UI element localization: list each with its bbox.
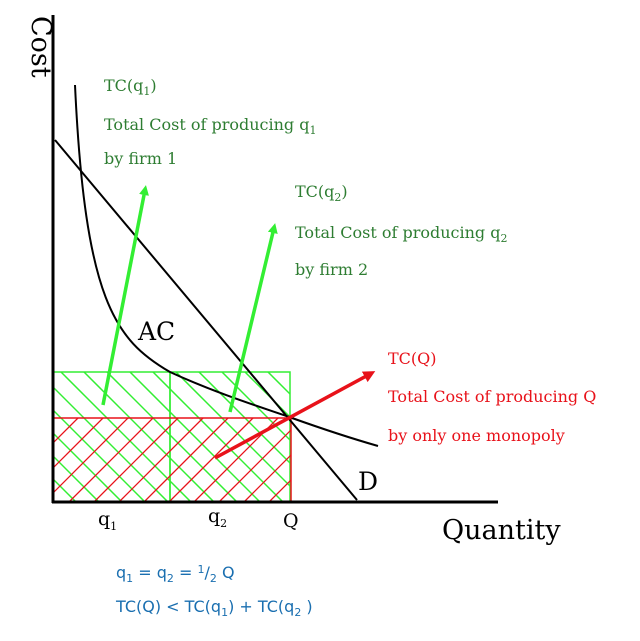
svg-text:by only one monopoly: by only one monopoly xyxy=(388,426,565,445)
green-hatch-line xyxy=(53,500,54,502)
green-hatch-line xyxy=(221,372,290,442)
arrow-firm1 xyxy=(101,185,149,406)
green-hatch-line xyxy=(53,408,146,502)
green-hatch-line xyxy=(53,431,123,502)
arrow-monopoly xyxy=(214,371,376,460)
red-hatch-line xyxy=(53,418,79,444)
green-hatch-line xyxy=(53,477,77,502)
red-hatch-line xyxy=(118,418,204,502)
tick-q1: q1 xyxy=(98,508,117,533)
arrow-firm2 xyxy=(228,223,278,413)
x-axis-label: Quantity xyxy=(442,515,561,546)
ac-label: AC xyxy=(137,317,175,346)
formula-cost-inequality: TC(Q) < TC(q1) + TC(q2 ) xyxy=(115,597,313,619)
green-hatch-line xyxy=(129,372,261,502)
annotation-firm1: TC(q1) Total Cost of producing q1 by fir… xyxy=(104,76,317,168)
red-hatch-line xyxy=(168,418,254,502)
green-hatch-line xyxy=(175,372,290,488)
green-hatch-line xyxy=(53,454,100,502)
green-hatch-line xyxy=(53,385,169,502)
annotation-firm2: TC(q2) Total Cost of producing q2 by fir… xyxy=(295,182,508,279)
y-axis-label: Cost xyxy=(25,16,56,78)
demand-curve xyxy=(54,139,358,501)
red-hatch-line xyxy=(243,454,291,502)
red-hatch-line xyxy=(268,479,291,502)
svg-text:by firm 2: by firm 2 xyxy=(295,260,368,279)
demand-label: D xyxy=(358,467,378,496)
red-hatch-line xyxy=(53,418,54,419)
red-hatch-line xyxy=(218,429,291,502)
svg-text:Total Cost of producing q1: Total Cost of producing q1 xyxy=(104,115,317,137)
red-hatch-line xyxy=(53,418,104,469)
average-cost-curve xyxy=(74,84,379,447)
tick-Q: Q xyxy=(283,510,299,532)
annotation-monopoly: TC(Q) Total Cost of producing Q by only … xyxy=(388,349,596,445)
red-hatch-region xyxy=(52,417,292,503)
green-rect-q1 xyxy=(52,371,171,503)
svg-text:TC(q1): TC(q1) xyxy=(104,76,157,98)
svg-text:Total Cost of producing q2: Total Cost of producing q2 xyxy=(295,223,508,245)
svg-text:TC(Q): TC(Q) xyxy=(388,349,437,368)
green-hatch-line xyxy=(152,372,284,502)
red-hatch-line xyxy=(68,418,154,502)
red-hatch-line xyxy=(143,418,229,502)
red-hatch-line xyxy=(93,418,179,502)
formula-equal-split: q1 = q2 = 1/2 Q xyxy=(116,563,235,585)
red-hatch-line xyxy=(53,418,129,494)
svg-text:Total Cost of producing Q: Total Cost of producing Q xyxy=(388,387,596,406)
svg-text:by firm 1: by firm 1 xyxy=(104,149,177,168)
svg-text:TC(q2): TC(q2) xyxy=(295,182,348,204)
tick-q2: q2 xyxy=(208,505,227,530)
